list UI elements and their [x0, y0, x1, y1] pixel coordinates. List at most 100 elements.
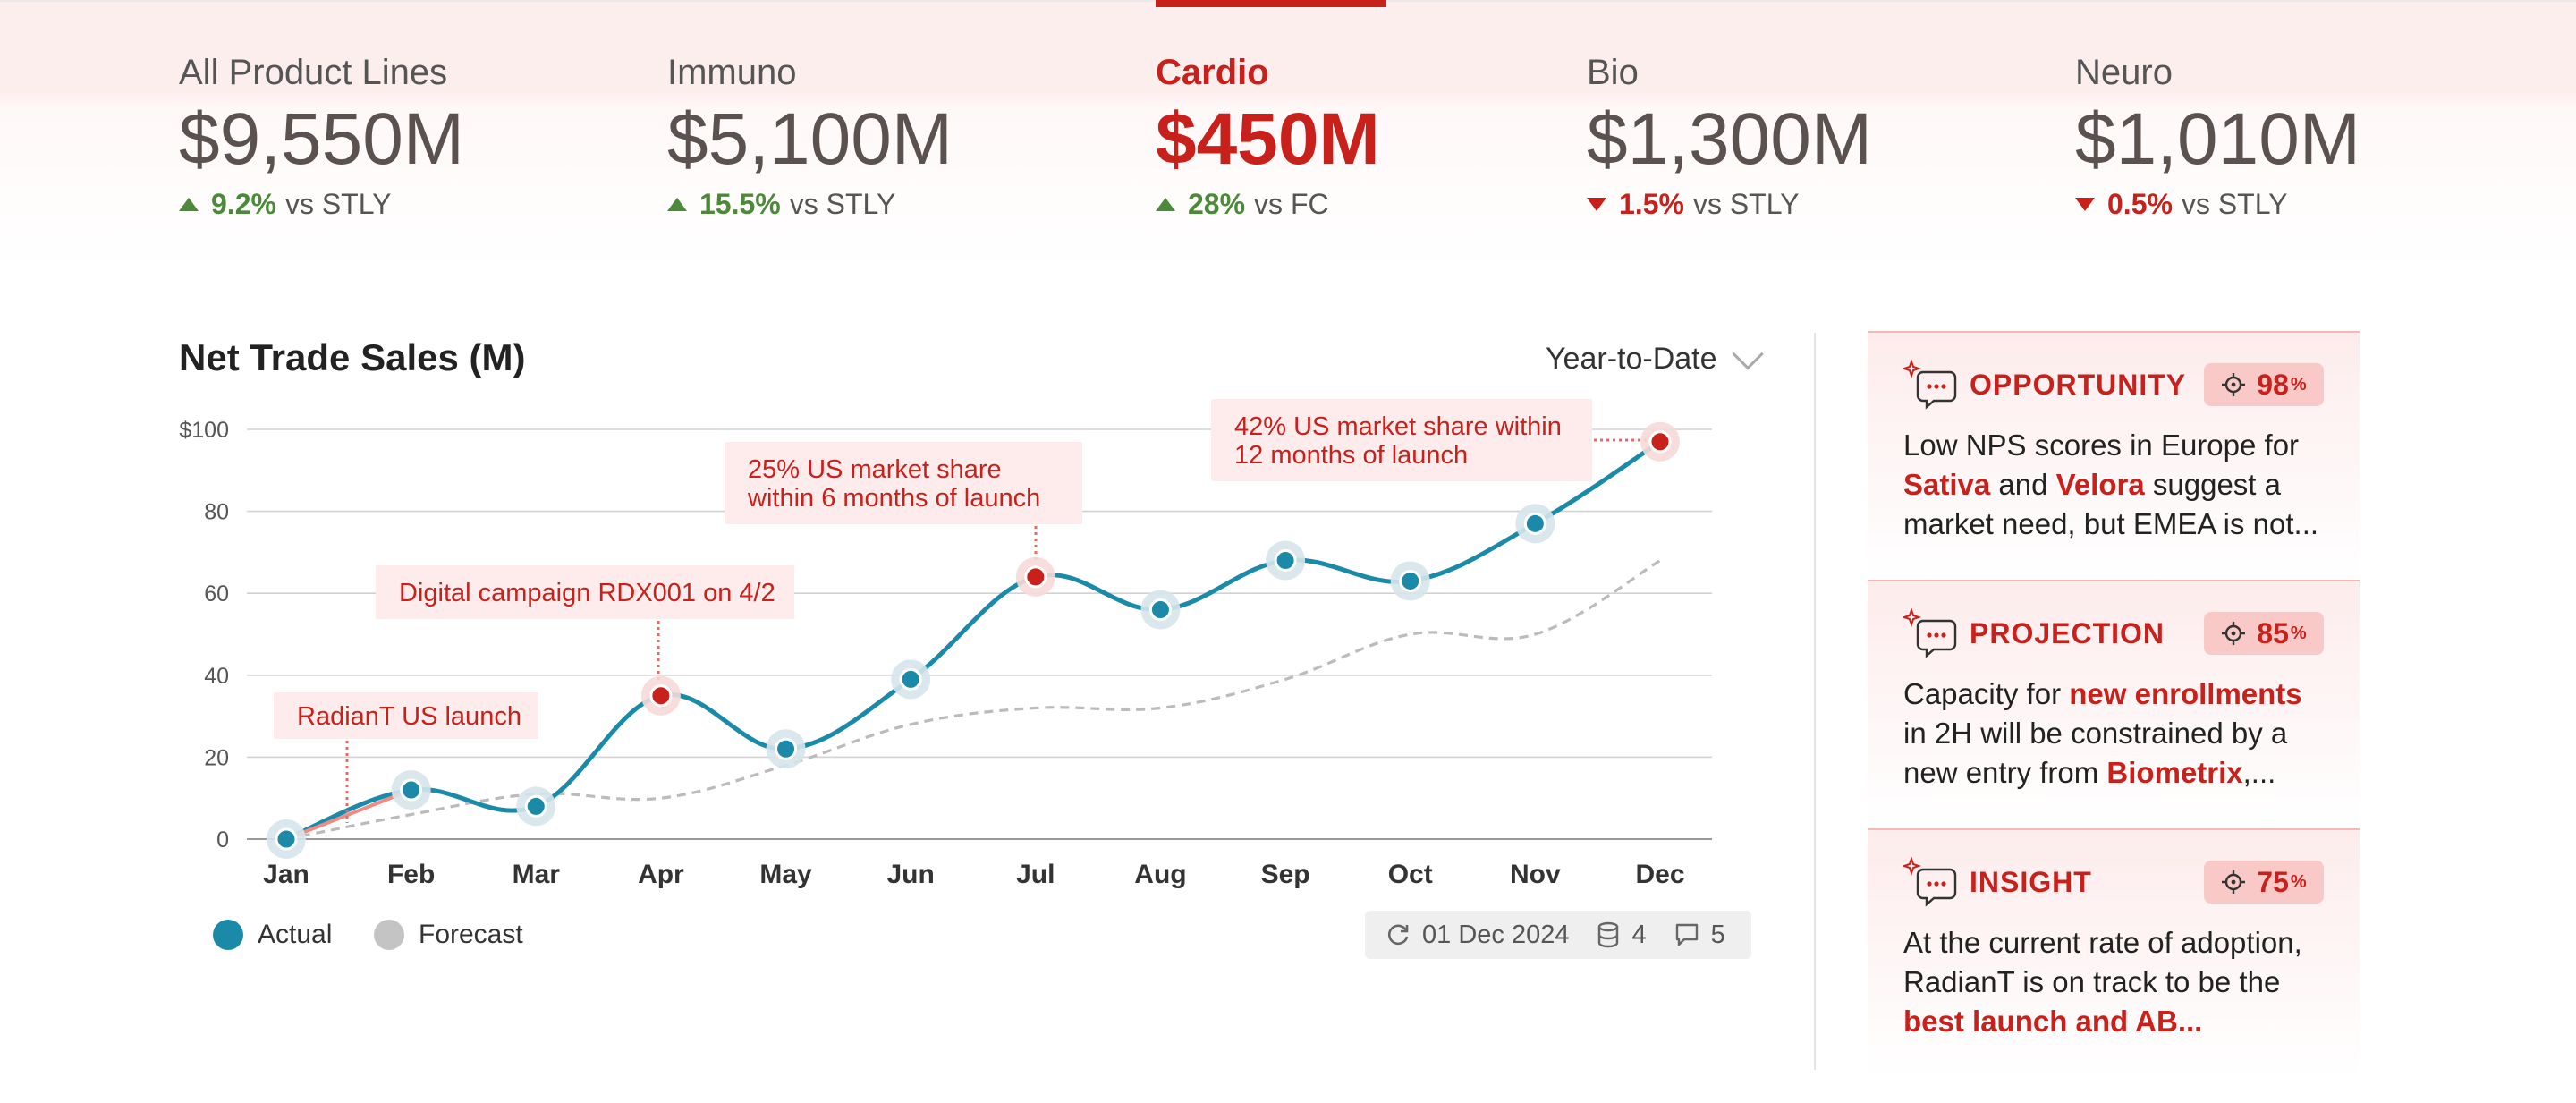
y-tick-label: 80 — [204, 500, 229, 525]
card-header: OPPORTUNITY — [1903, 360, 2324, 410]
data-point — [1399, 569, 1422, 592]
target-icon — [2222, 870, 2246, 894]
kpi-delta: 15.5% vs STLY — [667, 188, 953, 221]
comments[interactable]: 5 — [1674, 921, 1725, 950]
confidence-value: 98 — [2257, 368, 2289, 401]
kpi-value: $450M — [1156, 98, 1380, 180]
card-insight[interactable]: INSIGHT 75% At the current rate of adoptio… — [1868, 828, 2360, 1077]
data-point — [649, 684, 673, 708]
body-text: suggest a market need, but EMEA is not..… — [1903, 468, 2319, 540]
database-icon — [1598, 921, 1619, 948]
kpi-compare: vs STLY — [284, 188, 392, 220]
forecast-swatch-icon — [374, 920, 404, 950]
chart-meta-bar: 01 Dec 2024 4 5 — [1365, 911, 1751, 959]
data-point — [1523, 512, 1546, 535]
legend-forecast-label: Forecast — [419, 920, 523, 949]
confidence-badge: 85% — [2204, 612, 2324, 655]
annotation-box — [724, 442, 1082, 524]
card-opportunity[interactable]: OPPORTUNITY 98% Low NPS scores in Europe f… — [1868, 331, 2360, 580]
kpi-compare: vs FC — [1254, 188, 1329, 220]
kpi-label: Bio — [1587, 53, 1639, 92]
confidence-value: 75 — [2257, 865, 2289, 898]
card-title: INSIGHT — [1970, 865, 2092, 898]
kpi-label: Cardio — [1156, 53, 1269, 92]
comments-count: 5 — [1710, 920, 1725, 949]
data-point — [1024, 565, 1047, 589]
x-tick-label: Feb — [387, 860, 435, 889]
annotation-text: within 6 months of launch — [747, 484, 1040, 513]
x-tick-label: Jan — [263, 860, 309, 889]
x-tick-label: Jul — [1016, 860, 1055, 889]
confidence-value: 85 — [2257, 616, 2289, 649]
data-point — [1648, 430, 1672, 454]
x-tick-label: Aug — [1134, 860, 1186, 889]
kpi-neuro[interactable]: Neuro $1,010M 0.5% vs STLY — [2075, 50, 2360, 221]
annotation-text: 42% US market share within — [1234, 412, 1562, 441]
kpi-delta-percent: 1.5% — [1619, 188, 1684, 220]
data-point — [524, 794, 547, 818]
triangle-up-icon — [179, 198, 199, 211]
card-title: OPPORTUNITY — [1970, 368, 2187, 401]
kpi-delta-percent: 15.5% — [699, 188, 781, 220]
percent-sign: % — [2290, 374, 2307, 395]
y-tick-label: 40 — [204, 664, 229, 689]
y-tick-label: $100 — [179, 418, 229, 443]
card-header: PROJECTION — [1903, 608, 2324, 658]
body-text: ,... — [2242, 756, 2276, 789]
kpi-label: Immuno — [667, 53, 797, 92]
card-title: PROJECTION — [1970, 616, 2165, 649]
launch-segment — [285, 788, 412, 841]
x-tick-label: Mar — [513, 860, 561, 889]
kpi-compare: vs STLY — [1692, 188, 1800, 220]
y-tick-label: 0 — [216, 827, 229, 853]
data-point — [775, 737, 798, 760]
x-tick-label: Apr — [638, 860, 684, 889]
highlight-text: Biometrix — [2106, 756, 2243, 789]
kpi-delta: 9.2% vs STLY — [179, 188, 464, 221]
triangle-down-icon — [2075, 198, 2095, 211]
data-point — [899, 667, 922, 691]
legend-actual[interactable]: Actual — [213, 920, 332, 950]
card-body: At the current rate of adoption, RadianT… — [1903, 923, 2333, 1041]
kpi-all-product-lines[interactable]: All Product Lines $9,550M 9.2% vs STLY — [179, 50, 464, 221]
x-tick-label: Jun — [887, 860, 935, 889]
kpi-delta: 28% vs FC — [1156, 188, 1380, 221]
x-tick-label: Oct — [1388, 860, 1433, 889]
confidence-badge: 98% — [2204, 363, 2324, 406]
triangle-up-icon — [667, 198, 687, 211]
refresh-date[interactable]: 01 Dec 2024 — [1385, 921, 1569, 950]
body-text: in 2H will be constrained by a new entry… — [1903, 717, 2288, 789]
data-point — [400, 778, 423, 802]
body-text: and — [1990, 468, 2056, 501]
ai-chat-icon — [1903, 360, 1957, 410]
annotation-box — [1211, 399, 1592, 481]
x-tick-label: Nov — [1510, 860, 1561, 889]
kpi-cardio[interactable]: Cardio $450M 28% vs FC — [1156, 50, 1380, 221]
legend-forecast[interactable]: Forecast — [374, 920, 523, 950]
chart-title: Net Trade Sales (M) — [179, 336, 526, 378]
body-text: Low NPS scores in Europe for — [1903, 428, 2300, 462]
annotation-text: 25% US market share — [748, 455, 1002, 484]
kpi-delta-percent: 0.5% — [2107, 188, 2173, 220]
kpi-band — [0, 0, 2576, 270]
ai-chat-icon — [1903, 608, 1957, 658]
card-projection[interactable]: PROJECTION 85% Capacity for new enrollment… — [1868, 580, 2360, 828]
ai-chat-icon — [1903, 857, 1957, 907]
range-dropdown[interactable]: Year-to-Date — [1546, 338, 1764, 377]
body-text: At the current rate of adoption, RadianT… — [1903, 926, 2302, 998]
triangle-down-icon — [1587, 198, 1606, 211]
kpi-bio[interactable]: Bio $1,300M 1.5% vs STLY — [1587, 50, 1872, 221]
kpi-value: $1,300M — [1587, 98, 1873, 180]
annotation-text: RadianT US launch — [297, 702, 521, 731]
kpi-value: $5,100M — [667, 98, 953, 180]
refresh-date-label: 01 Dec 2024 — [1422, 920, 1570, 949]
kpi-value: $9,550M — [179, 98, 465, 180]
body-text: Capacity for — [1903, 677, 2070, 710]
card-body: Capacity for new enrollments in 2H will … — [1903, 675, 2333, 793]
y-tick-label: 60 — [204, 581, 229, 607]
data-sources[interactable]: 4 — [1596, 921, 1647, 950]
percent-sign: % — [2290, 871, 2307, 892]
highlight-text: best launch and AB... — [1903, 1005, 2203, 1038]
kpi-immuno[interactable]: Immuno $5,100M 15.5% vs STLY — [667, 50, 953, 221]
